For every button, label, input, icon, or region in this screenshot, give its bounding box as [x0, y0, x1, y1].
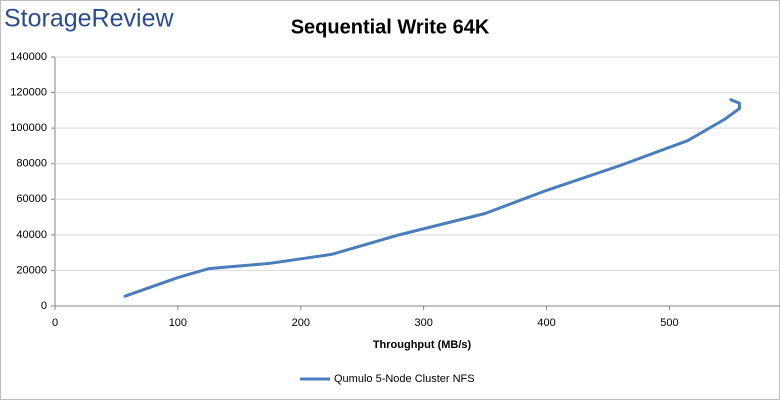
y-tick-label: 0 — [41, 300, 47, 312]
x-tick-label: 300 — [414, 317, 432, 329]
x-tick-label: 200 — [292, 317, 310, 329]
y-tick-label: 20000 — [16, 264, 47, 276]
x-tick-label: 400 — [537, 317, 555, 329]
y-tick-label: 120000 — [10, 86, 47, 98]
y-tick-label: 100000 — [10, 122, 47, 134]
y-tick-label: 60000 — [16, 193, 47, 205]
y-tick-label: 40000 — [16, 229, 47, 241]
x-tick-label: 100 — [169, 317, 187, 329]
y-tick-label: 140000 — [10, 51, 47, 63]
x-tick-label: 0 — [52, 317, 58, 329]
x-axis-label: Throughput (MB/s) — [373, 339, 472, 351]
x-tick-label: 500 — [660, 317, 678, 329]
y-tick-label: 80000 — [16, 158, 47, 170]
logo: StorageReview — [4, 5, 174, 33]
legend-label: Qumulo 5-Node Cluster NFS — [334, 373, 475, 385]
series-line — [123, 98, 741, 298]
chart-title: Sequential Write 64K — [291, 16, 490, 38]
